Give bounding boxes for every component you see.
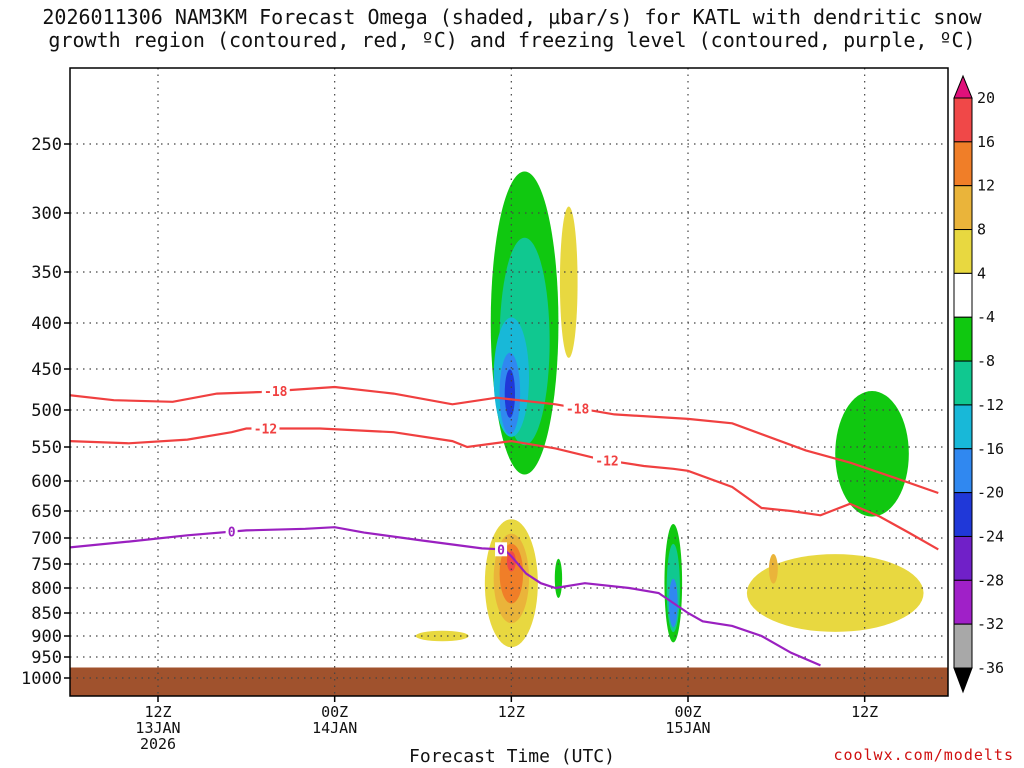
colorbar-label: -20 — [977, 484, 1004, 502]
y-tick-label: 250 — [31, 135, 62, 155]
contour-label-bg — [225, 524, 238, 539]
x-tick-label: 00Z — [674, 703, 701, 721]
omega-shade-16 — [415, 630, 469, 642]
colorbar-top-arrow — [953, 74, 973, 99]
contour-label: -18 — [566, 402, 590, 417]
y-tick-label: 950 — [31, 648, 62, 668]
omega-shade-13 — [746, 554, 924, 632]
contour-label: -12 — [595, 454, 618, 469]
colorbar-label: -28 — [977, 571, 1004, 589]
omega-shade-7 — [499, 543, 524, 604]
colorbar-box — [953, 579, 973, 625]
contour-label-bg — [563, 401, 592, 416]
colorbar-label: 12 — [977, 177, 995, 195]
colorbar-box — [953, 229, 973, 274]
colorbar-label: -32 — [977, 615, 1004, 633]
contour-minus18 — [70, 385, 939, 495]
x-tick-label: 12Z — [144, 703, 171, 721]
colorbar-label: -8 — [977, 352, 995, 370]
omega-shade-9 — [559, 206, 578, 358]
y-tick-label: 850 — [31, 604, 62, 624]
contour-label-bg — [593, 453, 622, 468]
colorbar-box — [953, 448, 973, 494]
chart-title-line-2: growth region (contoured, red, ºC) and f… — [48, 28, 976, 52]
y-tick-label: 450 — [31, 360, 62, 380]
colorbar-box — [953, 404, 973, 450]
chart-title-line-1: 2026011306 NAM3KM Forecast Omega (shaded… — [42, 5, 982, 29]
omega-shade-17 — [554, 558, 563, 599]
colorbar-box — [953, 360, 973, 406]
colorbar-box — [953, 316, 973, 362]
colorbar-box — [953, 535, 973, 581]
y-tick-label: 900 — [31, 627, 62, 647]
y-tick-label: 600 — [31, 472, 62, 492]
x-tick-label: 15JAN — [665, 719, 710, 737]
colorbar-bottom-arrow — [953, 667, 973, 694]
y-tick-label: 750 — [31, 555, 62, 575]
contour-label-bg — [251, 421, 280, 436]
colorbar-label: -36 — [977, 659, 1004, 677]
terrain-fill — [70, 667, 948, 696]
y-tick-label: 800 — [31, 579, 62, 599]
omega-shade-15 — [835, 391, 909, 517]
x-tick-label: 14JAN — [312, 719, 357, 737]
contour-label: 0 — [497, 543, 505, 558]
omega-shade-4 — [504, 369, 516, 418]
site-credit: coolwx.com/modelts — [833, 746, 1014, 764]
omega-shade-14 — [768, 554, 778, 584]
y-tick-label: 400 — [31, 314, 62, 334]
plot-frame — [69, 67, 949, 697]
contour-0 — [70, 526, 821, 667]
contour-label: -12 — [254, 423, 277, 438]
x-tick-label: 12Z — [851, 703, 878, 721]
colorbar-label: 20 — [977, 89, 995, 107]
contour-label-bg — [261, 383, 290, 398]
colorbar-label: -24 — [977, 527, 1004, 545]
omega-shade-8 — [506, 551, 516, 572]
colorbar-label: 8 — [977, 221, 986, 239]
colorbar-box — [953, 185, 973, 231]
contour-label-bg — [495, 542, 508, 557]
colorbar-box — [953, 141, 973, 187]
y-tick-label: 350 — [31, 263, 62, 283]
y-tick-label: 300 — [31, 204, 62, 224]
x-tick-label: 00Z — [321, 703, 348, 721]
y-tick-label: 1000 — [21, 669, 62, 689]
contour-label: -18 — [264, 385, 288, 400]
colorbar-box — [953, 272, 973, 318]
colorbar-box — [953, 97, 973, 143]
contour-label: 0 — [228, 526, 236, 541]
colorbar-box — [953, 492, 973, 537]
colorbar-label: -12 — [977, 396, 1004, 414]
y-tick-label: 700 — [31, 529, 62, 549]
colorbar-box — [953, 623, 973, 669]
colorbar-label: 4 — [977, 264, 986, 282]
y-tick-label: 500 — [31, 401, 62, 421]
colorbar-label: -16 — [977, 440, 1004, 458]
colorbar-label: 16 — [977, 133, 995, 151]
y-tick-label: 550 — [31, 438, 62, 458]
colorbar-label: -4 — [977, 308, 995, 326]
y-tick-label: 650 — [31, 502, 62, 522]
x-tick-label: 2026 — [140, 735, 176, 753]
x-tick-label: 12Z — [498, 703, 525, 721]
x-axis-title: Forecast Time (UTC) — [409, 746, 615, 767]
x-tick-label: 13JAN — [135, 719, 180, 737]
